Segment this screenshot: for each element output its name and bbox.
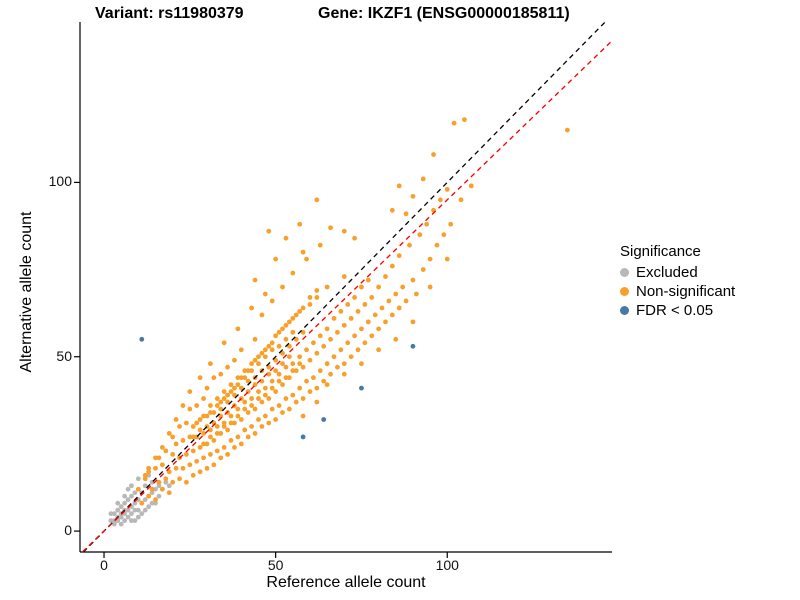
legend: Significance Excluded Non-significant FD… <box>620 243 735 321</box>
plot-title-variant: Variant: rs11980379 <box>95 5 244 22</box>
legend-item-fdr: FDR < 0.05 <box>620 302 735 319</box>
y-axis-label: Alternative allele count <box>18 211 35 373</box>
legend-title: Significance <box>620 243 701 260</box>
y-tick-label-50: 50 <box>56 347 72 364</box>
legend-label-nonsignificant: Non-significant <box>636 283 736 300</box>
legend-label-fdr: FDR < 0.05 <box>636 302 714 319</box>
x-tick-label-100: 100 <box>435 557 459 573</box>
x-tick-label-0: 0 <box>100 557 108 573</box>
plot-title-gene: Gene: IKZF1 (ENSG00000185811) <box>318 5 570 22</box>
legend-label-excluded: Excluded <box>636 264 698 281</box>
fdr-dot-icon <box>620 306 629 315</box>
y-tick-label-0: 0 <box>64 522 72 539</box>
legend-item-excluded: Excluded <box>620 264 735 281</box>
x-tick-label-50: 50 <box>267 557 284 573</box>
excluded-dot-icon <box>620 268 629 277</box>
nonsignificant-dot-icon <box>620 287 629 296</box>
x-axis-label: Reference allele count <box>266 574 426 591</box>
legend-item-nonsignificant: Non-significant <box>620 283 735 300</box>
y-tick-label-100: 100 <box>48 173 72 190</box>
